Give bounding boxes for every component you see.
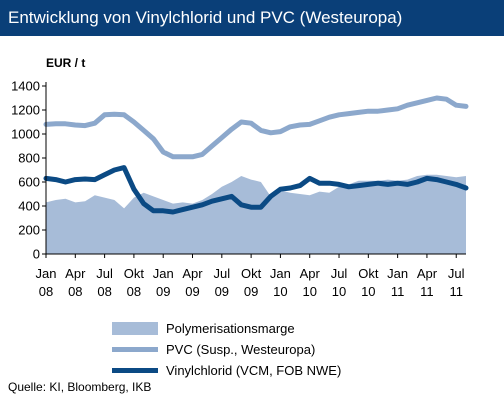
x-tick-label: Okt 08 bbox=[124, 266, 145, 299]
series-line-pvc bbox=[43, 95, 469, 160]
x-tick-label: Jul 10 bbox=[331, 266, 348, 299]
y-tick-label: 600 bbox=[18, 175, 40, 190]
legend-swatch-margin bbox=[112, 322, 158, 335]
x-tick-label: Jul 08 bbox=[96, 266, 113, 299]
y-axis-label: EUR / t bbox=[46, 56, 86, 70]
x-tick-label: Jan 10 bbox=[270, 266, 291, 299]
x-tick-label: Jan 09 bbox=[153, 266, 174, 299]
legend-swatch-vcm bbox=[112, 368, 158, 373]
series-area-margin bbox=[46, 174, 466, 254]
x-tick-label: Apr 10 bbox=[300, 266, 321, 299]
source-note: Quelle: KI, Bloomberg, IKB bbox=[8, 380, 152, 394]
x-tick-label: Okt 09 bbox=[241, 266, 262, 299]
x-tick-label: Apr 09 bbox=[182, 266, 203, 299]
y-tick-label: 200 bbox=[18, 223, 40, 238]
x-tick-label: Apr 08 bbox=[65, 266, 86, 299]
y-tick-label: 1200 bbox=[11, 103, 40, 118]
x-tick-label: Jan 11 bbox=[387, 266, 408, 299]
legend-item-pvc: PVC (Susp., Westeuropa) bbox=[112, 339, 341, 360]
legend: Polymerisationsmarge PVC (Susp., Westeur… bbox=[112, 318, 341, 381]
x-tick-labels: Jan 08 Apr 08 Jul 08 Okt 08 Jan 09 Apr 09 Jul 09 Okt 09… bbox=[36, 266, 465, 299]
series-line-vcm bbox=[43, 165, 469, 215]
axes-layer bbox=[42, 82, 466, 258]
chart-title: Entwicklung von Vinylchlorid und PVC (We… bbox=[0, 0, 504, 36]
y-tick-label: 1400 bbox=[11, 79, 40, 94]
legend-label-pvc: PVC (Susp., Westeuropa) bbox=[166, 342, 316, 357]
x-tick-label: Okt 10 bbox=[358, 266, 379, 299]
y-tick-label: 800 bbox=[18, 151, 40, 166]
y-tick-label: 400 bbox=[18, 199, 40, 214]
y-tick-label: 1000 bbox=[11, 127, 40, 142]
y-tick-label: 0 bbox=[33, 247, 40, 262]
legend-label-margin: Polymerisationsmarge bbox=[166, 321, 295, 336]
x-tick-label: Apr 11 bbox=[417, 266, 438, 299]
series-lines-layer bbox=[43, 95, 469, 215]
legend-label-vcm: Vinylchlorid (VCM, FOB NWE) bbox=[166, 363, 342, 378]
margin-area-layer bbox=[46, 174, 466, 254]
y-tick-labels: 0 200 400 600 800 1000 1200 1400 bbox=[11, 79, 40, 262]
x-tick-label: Jul 11 bbox=[448, 266, 465, 299]
legend-item-margin: Polymerisationsmarge bbox=[112, 318, 341, 339]
x-tick-label: Jan 08 bbox=[36, 266, 57, 299]
x-tick-label: Jul 09 bbox=[214, 266, 231, 299]
legend-swatch-pvc bbox=[112, 347, 158, 352]
legend-item-vcm: Vinylchlorid (VCM, FOB NWE) bbox=[112, 360, 341, 381]
